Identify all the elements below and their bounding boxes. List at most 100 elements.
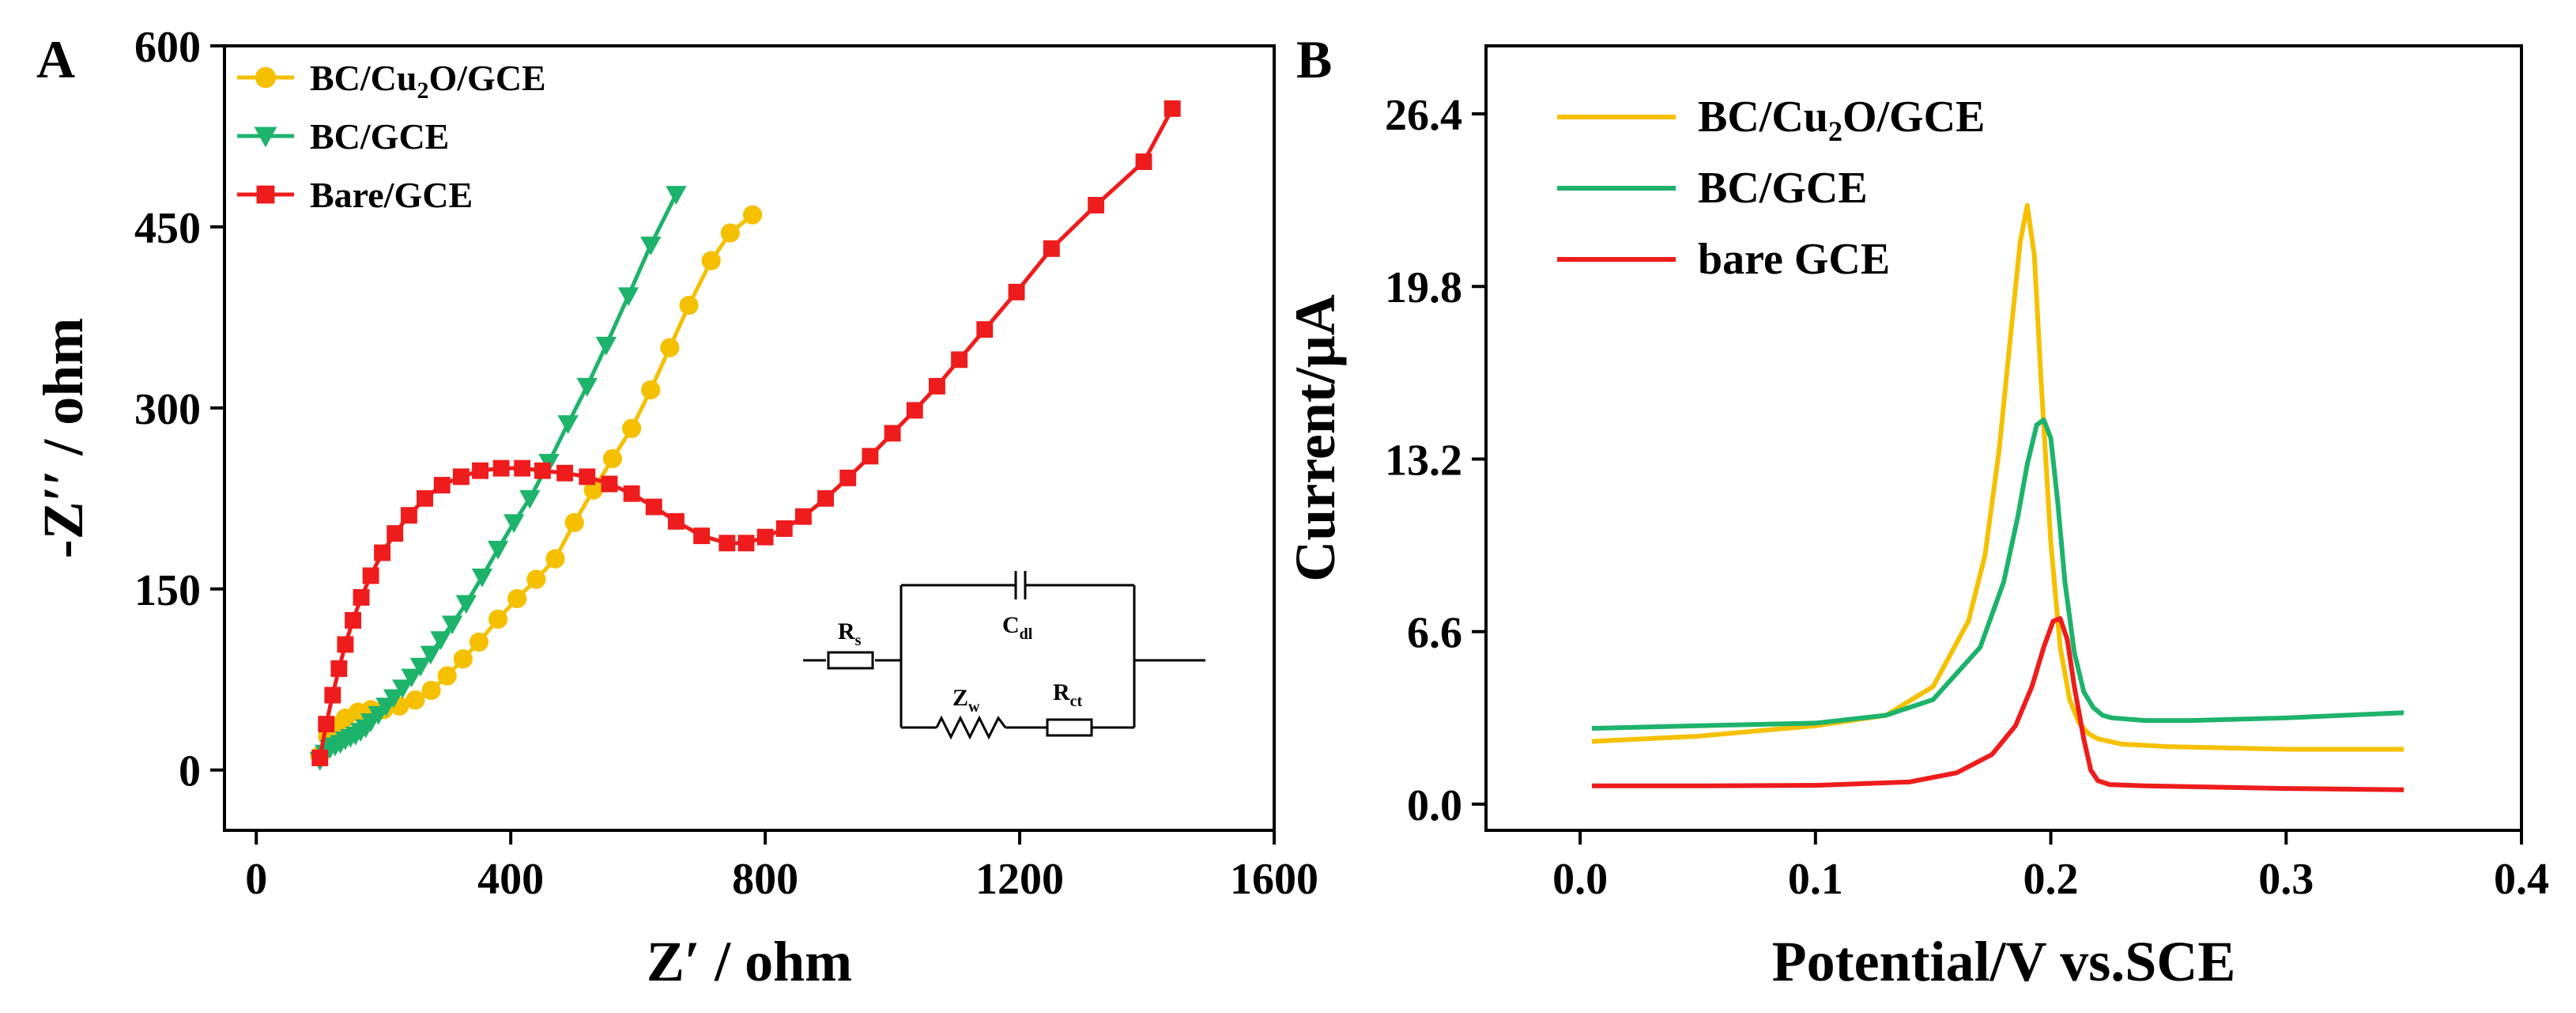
data-point-bc-gce bbox=[504, 514, 525, 534]
data-point-bare-gce bbox=[1043, 240, 1060, 257]
data-point-bc-gce bbox=[666, 186, 687, 205]
data-point-bare-gce bbox=[976, 321, 994, 338]
data-point-bc-gce bbox=[401, 668, 422, 688]
panel-a-x-axis: 0 400 800 1200 1600 bbox=[245, 830, 1318, 904]
y-tick-label: 13.2 bbox=[1385, 436, 1462, 485]
data-point-bare-gce bbox=[417, 489, 433, 507]
series-line-bare-gce bbox=[1591, 616, 2404, 792]
data-point-bare-gce bbox=[645, 498, 662, 516]
panel-a: A 0 150 300 450 600 0 400 800 1200 1600 Z′ / ohm… bbox=[32, 23, 1318, 993]
panel-b-x-label: Potential/V vs.SCE bbox=[1772, 930, 2236, 993]
y-tick-label: 300 bbox=[134, 385, 201, 434]
data-point-bare-gce bbox=[324, 686, 341, 704]
data-point-bare-gce bbox=[337, 636, 354, 653]
panel-a-frame bbox=[223, 44, 1276, 832]
rct-label: Rct bbox=[1053, 679, 1083, 710]
data-point-bc-cu-o-gce bbox=[507, 588, 527, 609]
data-point-bc-cu-o-gce bbox=[405, 690, 425, 710]
panel-a-plot-area bbox=[309, 100, 1181, 771]
data-point-bare-gce bbox=[330, 660, 348, 677]
data-point-bc-gce bbox=[420, 645, 441, 665]
y-tick-label: 600 bbox=[134, 23, 201, 72]
panel-b-y-axis: 0.0 6.6 13.2 19.8 26.4 bbox=[1385, 91, 1486, 830]
data-point-bare-gce bbox=[693, 527, 711, 545]
data-point-bare-gce bbox=[756, 528, 774, 546]
data-point-bc-gce bbox=[441, 615, 463, 635]
data-point-bare-gce bbox=[1088, 197, 1105, 214]
data-point-bc-gce bbox=[576, 377, 598, 397]
legend-label-bc-gce: BC/GCE bbox=[1698, 164, 1868, 213]
data-point-bare-gce bbox=[534, 462, 551, 479]
data-point-bc-cu-o-gce bbox=[564, 512, 584, 532]
data-point-bare-gce bbox=[794, 508, 812, 525]
data-point-bc-gce bbox=[392, 679, 413, 699]
panel-a-letter: A bbox=[36, 29, 75, 89]
data-point-bare-gce bbox=[951, 351, 968, 369]
legend-marker-bc-gce bbox=[254, 127, 277, 148]
warburg-element-symbol bbox=[935, 715, 1007, 740]
data-point-bc-cu-o-gce bbox=[641, 380, 661, 400]
panel-a-x-label: Z′ / ohm bbox=[647, 930, 852, 993]
series-line-bc-gce bbox=[1591, 417, 2404, 731]
data-point-bc-gce bbox=[487, 540, 509, 560]
data-point-bare-gce bbox=[400, 507, 417, 524]
data-point-bc-cu-o-gce bbox=[545, 549, 565, 569]
legend-label-bare-gce: bare GCE bbox=[1698, 235, 1890, 284]
y-tick-label: 450 bbox=[134, 204, 201, 253]
panel-b-x-axis: 0.0 0.1 0.2 0.3 0.4 bbox=[1552, 830, 2549, 904]
y-tick-label: 0 bbox=[179, 747, 201, 796]
x-tick-label: 1200 bbox=[975, 855, 1064, 904]
panel-b: B 0.0 6.6 13.2 19.8 26.4 0.0 0.1 0.2 0.3 0.4 Pot… bbox=[1284, 29, 2549, 993]
data-point-bc-cu-o-gce bbox=[679, 296, 699, 316]
legend-marker-bare-gce bbox=[256, 185, 275, 204]
x-tick-label: 0 bbox=[245, 855, 267, 904]
x-tick-label: 0.1 bbox=[1788, 855, 1843, 904]
y-tick-label: 150 bbox=[134, 566, 201, 615]
data-point-bare-gce bbox=[492, 459, 510, 477]
data-point-bc-cu-o-gce bbox=[660, 338, 680, 357]
legend-marker-bc-cu-o-gce bbox=[255, 66, 277, 89]
x-tick-label: 0.4 bbox=[2494, 855, 2549, 904]
x-tick-label: 800 bbox=[732, 855, 798, 904]
panel-a-y-axis: 0 150 300 450 600 bbox=[134, 23, 224, 796]
legend-label-bc-cu-o-gce: BC/Cu2O/GCE bbox=[310, 58, 546, 104]
data-point-bc-cu-o-gce bbox=[701, 251, 721, 270]
y-tick-label: 6.6 bbox=[1407, 609, 1462, 658]
data-point-bc-cu-o-gce bbox=[526, 569, 546, 589]
legend-label-bc-cu-o-gce: BC/Cu2O/GCE bbox=[1698, 93, 1985, 147]
circuit-labels: Rs Cdl Zw Rct bbox=[838, 612, 1083, 716]
data-point-bare-gce bbox=[817, 489, 835, 507]
x-tick-label: 0.2 bbox=[2023, 855, 2079, 904]
data-point-bc-gce bbox=[471, 568, 493, 588]
zw-label: Zw bbox=[952, 685, 980, 716]
data-point-bare-gce bbox=[601, 475, 618, 493]
data-point-bare-gce bbox=[862, 448, 879, 465]
data-point-bc-gce bbox=[519, 489, 541, 509]
data-point-bc-cu-o-gce bbox=[421, 680, 441, 701]
panel-a-legend: BC/Cu2O/GCE BC/GCE Bare/GCE bbox=[237, 58, 546, 215]
data-point-bc-cu-o-gce bbox=[742, 205, 763, 225]
series-line-bc-gce bbox=[318, 193, 678, 762]
data-point-bare-gce bbox=[374, 544, 391, 561]
y-tick-label: 26.4 bbox=[1385, 91, 1462, 140]
x-tick-label: 0.3 bbox=[2258, 855, 2314, 904]
y-tick-label: 19.8 bbox=[1385, 263, 1462, 312]
data-point-bare-gce bbox=[579, 468, 596, 486]
data-point-bc-gce bbox=[640, 236, 662, 256]
data-point-bare-gce bbox=[928, 377, 945, 395]
data-point-bare-gce bbox=[318, 716, 335, 733]
data-point-bc-cu-o-gce bbox=[583, 480, 603, 500]
data-point-bare-gce bbox=[387, 525, 404, 542]
cdl-label: Cdl bbox=[1002, 612, 1033, 643]
data-point-bare-gce bbox=[884, 425, 901, 442]
data-point-bc-gce bbox=[617, 287, 639, 307]
data-point-bc-gce bbox=[595, 336, 617, 356]
x-tick-label: 1600 bbox=[1230, 855, 1318, 904]
data-point-bc-gce bbox=[409, 657, 432, 677]
data-point-bare-gce bbox=[556, 464, 574, 482]
data-point-bare-gce bbox=[623, 485, 640, 502]
data-point-bare-gce bbox=[452, 468, 470, 486]
panel-b-frame bbox=[1484, 44, 2523, 832]
data-point-bare-gce bbox=[472, 462, 488, 479]
